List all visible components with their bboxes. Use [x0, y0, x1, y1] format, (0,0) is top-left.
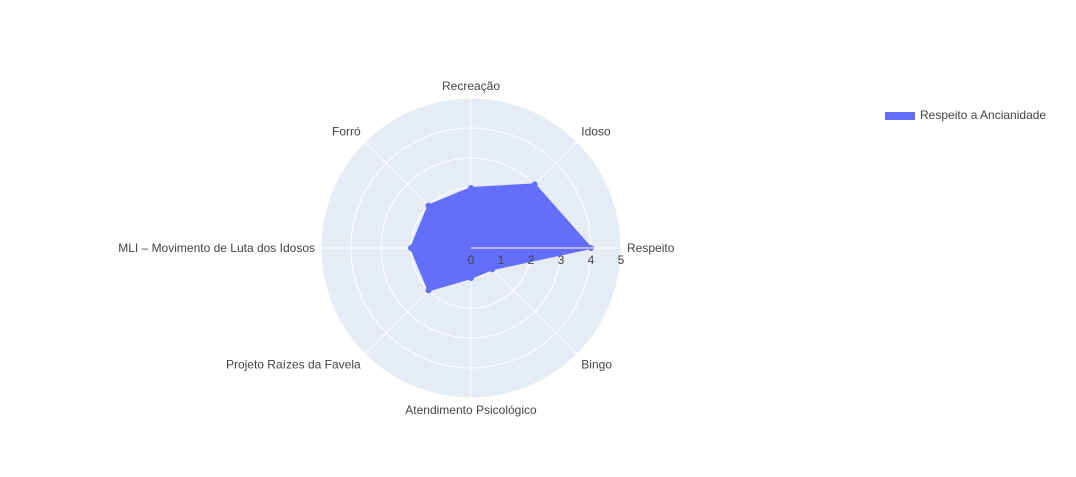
category-label: Bingo — [581, 357, 612, 371]
legend-marker — [897, 113, 903, 119]
category-label: Respeito — [627, 241, 675, 255]
category-label: Recreação — [442, 79, 500, 93]
radial-tick-label: 4 — [588, 253, 595, 267]
radial-tick-label: 2 — [528, 253, 535, 267]
series-point[interactable] — [468, 275, 474, 281]
radial-tick-label: 0 — [468, 253, 475, 267]
legend[interactable]: Respeito a Ancianidade — [885, 108, 1046, 122]
series-point[interactable] — [489, 266, 496, 273]
radial-tick-label: 3 — [558, 253, 565, 267]
series-point[interactable] — [408, 245, 414, 251]
series-point[interactable] — [425, 287, 432, 294]
series-point[interactable] — [531, 181, 538, 188]
series-layer — [408, 181, 621, 294]
legend-label[interactable]: Respeito a Ancianidade — [920, 108, 1046, 122]
category-label: Idoso — [581, 125, 611, 139]
radial-tick-label: 5 — [618, 253, 625, 267]
category-label: Atendimento Psicológico — [405, 403, 537, 417]
category-label: MLI – Movimento de Luta dos Idosos — [118, 241, 315, 255]
category-label: Projeto Raízes da Favela — [226, 357, 361, 371]
radial-tick-labels: 0 1 2 3 4 5 — [468, 253, 625, 267]
series-point[interactable] — [468, 185, 474, 191]
category-label: Forró — [332, 125, 361, 139]
radial-tick-label: 1 — [498, 253, 505, 267]
series-point[interactable] — [425, 202, 432, 209]
angular-axis-labels: Respeito Idoso Recreação Forró MLI – Movimen… — [118, 79, 674, 417]
